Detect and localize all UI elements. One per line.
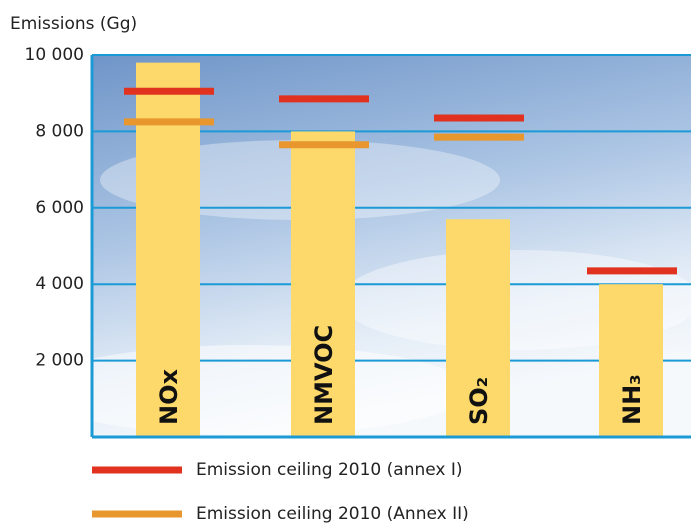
x-tick-label: NOx — [155, 369, 183, 425]
y-tick-label: 4 000 — [35, 274, 84, 294]
bar — [291, 131, 355, 437]
y-tick-label: 6 000 — [35, 198, 84, 218]
legend-label: Emission ceiling 2010 (Annex II) — [196, 504, 469, 523]
x-tick-label: NMVOC — [310, 325, 338, 425]
legend-label: Emission ceiling 2010 (annex I) — [196, 460, 463, 480]
y-tick-label: 10 000 — [25, 45, 84, 65]
x-tick-label: NH₃ — [618, 374, 646, 425]
y-tick-label: 8 000 — [35, 121, 84, 141]
bar — [599, 284, 663, 437]
y-tick-label: 2 000 — [35, 351, 84, 371]
cloud — [30, 345, 470, 435]
y-axis-label: Emissions (Gg) — [10, 14, 137, 34]
x-tick-label: SO₂ — [465, 377, 493, 425]
bar — [446, 219, 510, 437]
